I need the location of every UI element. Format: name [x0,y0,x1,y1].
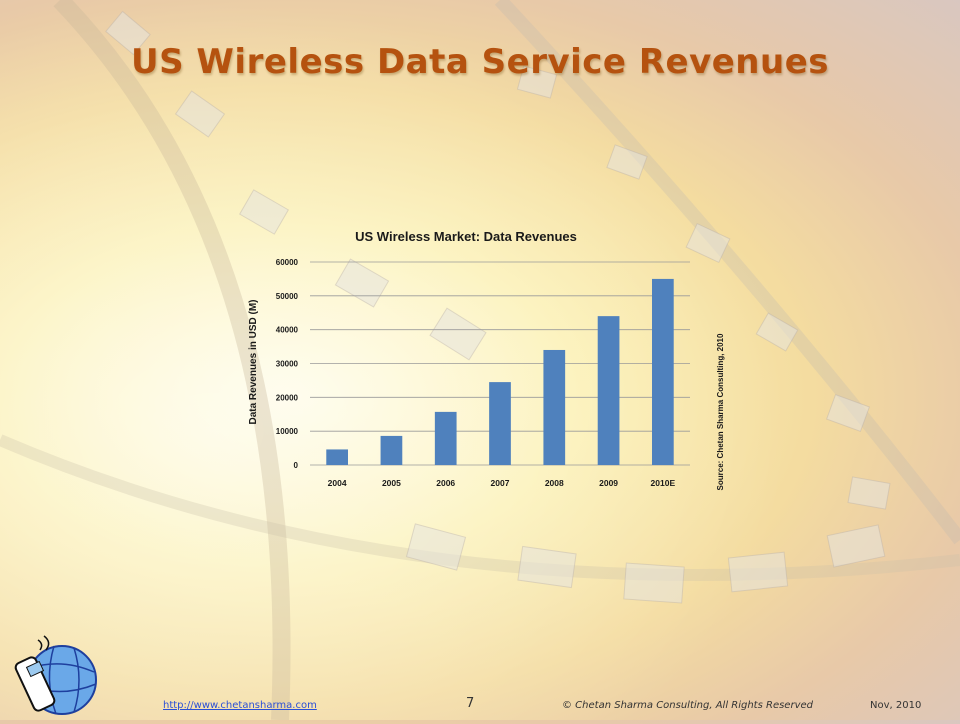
y-axis-label: Data Revenues in USD (M) [248,299,259,424]
x-tick-label: 2005 [382,478,401,488]
footer-date: Nov, 2010 [870,700,922,711]
y-tick-label: 30000 [276,360,299,369]
y-tick-labels: 0 10000 20000 30000 40000 50000 60000 [276,258,299,470]
bars [326,278,674,465]
y-tick-label: 20000 [276,393,299,402]
page-number: 7 [466,696,475,711]
bar-2004 [326,449,348,465]
y-tick-label: 0 [294,461,299,470]
bar-chart: US Wireless Market: Data Revenues Data R… [248,229,725,490]
slide-title: US Wireless Data Service Revenues [131,42,829,82]
y-tick-label: 60000 [276,258,299,267]
y-tick-label: 10000 [276,427,299,436]
x-tick-label: 2009 [599,478,618,488]
x-tick-labels: 2004 2005 2006 2007 2008 2009 2010E [328,478,676,488]
bar-2008 [543,349,566,465]
y-tick-label: 50000 [276,292,299,301]
footer-url-link[interactable]: http://www.chetansharma.com [163,700,317,711]
x-tick-label: 2006 [436,478,455,488]
x-tick-label: 2004 [328,478,347,488]
source-note: Source: Chetan Sharma Consulting, 2010 [716,333,725,490]
bar-2009 [597,316,620,465]
footer-copyright: © Chetan Sharma Consulting, All Rights R… [562,700,813,711]
bar-2010E [652,278,674,465]
gridlines [310,261,690,466]
bar-2005 [380,435,403,465]
bar-2007 [489,382,511,465]
x-tick-label: 2008 [545,478,564,488]
x-tick-label: 2007 [491,478,510,488]
bar-2006 [434,411,457,465]
chart-title: US Wireless Market: Data Revenues [355,229,577,244]
y-tick-label: 40000 [276,326,299,335]
x-tick-label: 2010E [651,478,676,488]
logo-icon [4,628,104,724]
